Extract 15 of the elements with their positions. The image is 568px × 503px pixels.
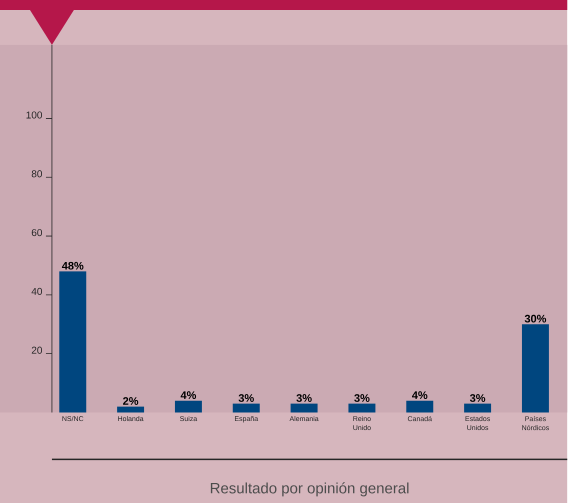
- data-label: 3%: [470, 394, 486, 402]
- y-tick-label: 100: [26, 111, 42, 118]
- data-label: 4%: [180, 391, 196, 399]
- x-axis-title: Resultado por opinión general: [210, 482, 408, 496]
- data-label: 3%: [296, 394, 312, 402]
- data-label: 3%: [354, 394, 370, 402]
- data-label: 2%: [123, 396, 138, 405]
- data-label: 3%: [238, 394, 254, 402]
- data-label: 4%: [412, 391, 428, 399]
- y-tick-label: 60: [32, 228, 42, 236]
- data-label: 48%: [62, 262, 84, 270]
- y-tick-label: 80: [32, 170, 42, 178]
- y-tick-label: 40: [32, 288, 42, 295]
- y-tick-label: 20: [32, 346, 42, 354]
- data-label: 30%: [524, 314, 546, 322]
